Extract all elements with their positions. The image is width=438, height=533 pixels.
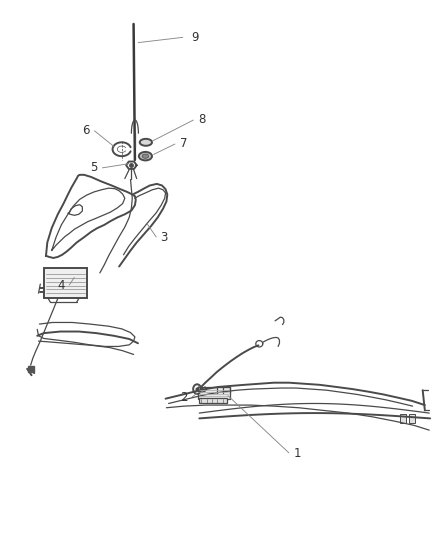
Text: 7: 7 [180,138,188,150]
Text: 5: 5 [91,161,98,174]
Ellipse shape [142,154,149,158]
Ellipse shape [140,139,152,146]
Ellipse shape [139,152,152,160]
Text: 1: 1 [294,447,302,459]
Bar [199,398,227,403]
Bar [400,414,406,423]
Text: 2: 2 [180,391,188,403]
Bar [409,414,415,423]
Text: 9: 9 [191,31,199,44]
Bar [44,268,87,298]
Text: 4: 4 [57,279,65,292]
Text: 3: 3 [161,231,168,244]
Circle shape [193,384,201,394]
Text: 6: 6 [81,124,89,137]
Text: 8: 8 [198,114,205,126]
Bar [198,387,230,399]
